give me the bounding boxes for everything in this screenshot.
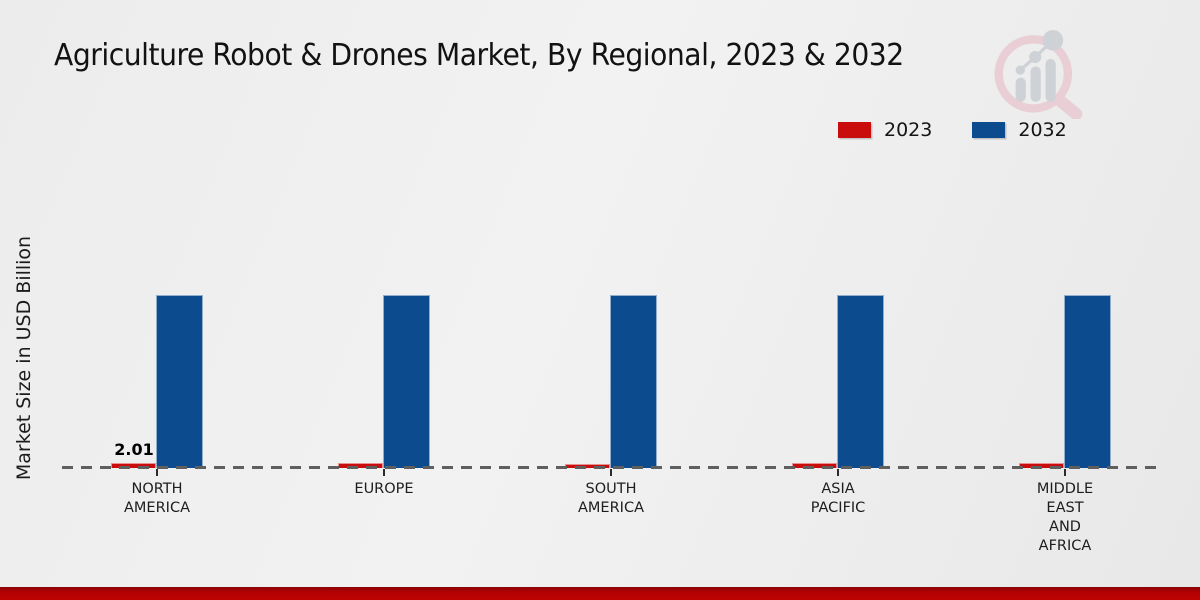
bar-2023-2 bbox=[338, 463, 383, 468]
magnifier-handle bbox=[1054, 94, 1083, 119]
bar-2032-1 bbox=[156, 295, 203, 468]
x-axis-tick-1 bbox=[156, 469, 158, 476]
legend-item-2032: 2032 bbox=[972, 119, 1067, 141]
bar-2023-5 bbox=[1019, 463, 1064, 468]
category-label-4: ASIA PACIFIC bbox=[810, 481, 866, 516]
logo-bar-tall bbox=[1045, 58, 1056, 102]
bar-2032-3 bbox=[610, 295, 657, 468]
bar-2023-4 bbox=[792, 463, 837, 468]
legend: 2023 2032 bbox=[838, 119, 1067, 141]
logo-bar-short bbox=[1015, 77, 1026, 102]
category-label-1: NORTH AMERICA bbox=[124, 481, 190, 516]
logo-node-small bbox=[1015, 65, 1025, 75]
magnifier-ring bbox=[994, 35, 1073, 113]
legend-item-2023: 2023 bbox=[838, 119, 932, 141]
category-label-3: SOUTH AMERICA bbox=[578, 481, 644, 516]
footer-red-bar bbox=[0, 587, 1200, 600]
x-axis-tick-5 bbox=[1064, 469, 1066, 476]
legend-swatch-2023 bbox=[838, 122, 871, 138]
category-label-5: MIDDLE EAST AND AFRICA bbox=[1036, 481, 1094, 554]
chart-title: Agriculture Robot & Drones Market, By Re… bbox=[54, 38, 904, 73]
legend-label-2032: 2032 bbox=[1018, 119, 1067, 141]
bar-2032-5 bbox=[1064, 295, 1111, 468]
legend-swatch-2032 bbox=[972, 122, 1006, 138]
data-label-2023-1: 2.01 bbox=[114, 440, 154, 459]
logo-bar-medium bbox=[1030, 66, 1041, 102]
x-axis-tick-2 bbox=[383, 469, 385, 476]
category-label-2: EUROPE bbox=[354, 481, 414, 497]
x-axis-tick-3 bbox=[610, 469, 612, 476]
x-axis-tick-4 bbox=[837, 469, 839, 476]
logo-node-medium bbox=[1029, 51, 1042, 64]
bar-2032-4 bbox=[837, 295, 884, 468]
bar-2023-1 bbox=[111, 463, 156, 468]
legend-label-2023: 2023 bbox=[884, 119, 933, 141]
logo-node-large bbox=[1042, 30, 1064, 51]
market-research-future-watermark-icon bbox=[994, 30, 1083, 119]
x-axis-baseline bbox=[62, 466, 1160, 469]
bar-2032-2 bbox=[383, 295, 430, 468]
